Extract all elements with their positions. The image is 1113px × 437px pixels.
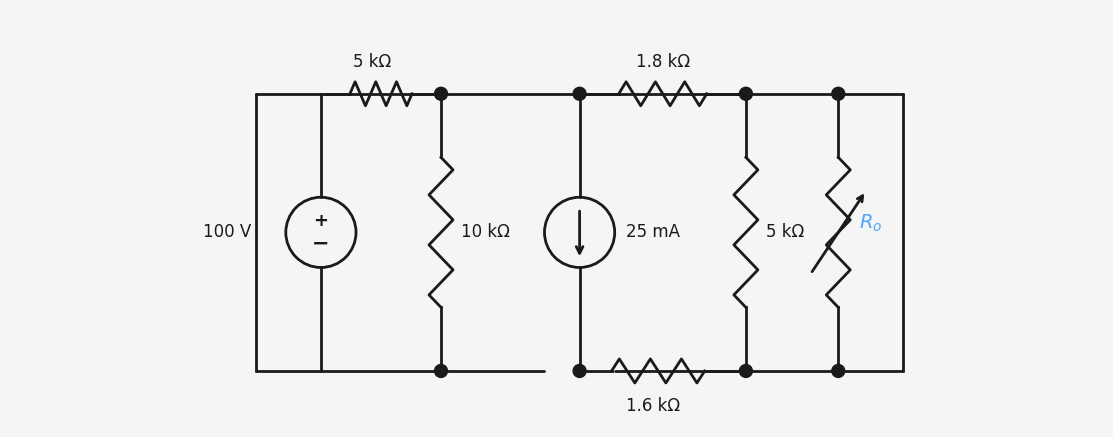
Text: $R_o$: $R_o$ <box>858 212 881 234</box>
Text: +: + <box>314 212 328 230</box>
Circle shape <box>739 87 752 100</box>
Text: 100 V: 100 V <box>204 223 252 241</box>
Text: −: − <box>312 233 329 253</box>
Text: 5 kΩ: 5 kΩ <box>353 53 391 71</box>
Circle shape <box>434 364 447 378</box>
Text: 1.8 kΩ: 1.8 kΩ <box>636 53 690 71</box>
Circle shape <box>573 87 587 100</box>
Text: 25 mA: 25 mA <box>626 223 680 241</box>
Text: 5 kΩ: 5 kΩ <box>766 223 805 241</box>
Text: 1.6 kΩ: 1.6 kΩ <box>627 397 680 415</box>
Text: 10 kΩ: 10 kΩ <box>462 223 510 241</box>
Circle shape <box>739 364 752 378</box>
Circle shape <box>434 87 447 100</box>
Circle shape <box>831 87 845 100</box>
Circle shape <box>831 364 845 378</box>
Circle shape <box>573 364 587 378</box>
